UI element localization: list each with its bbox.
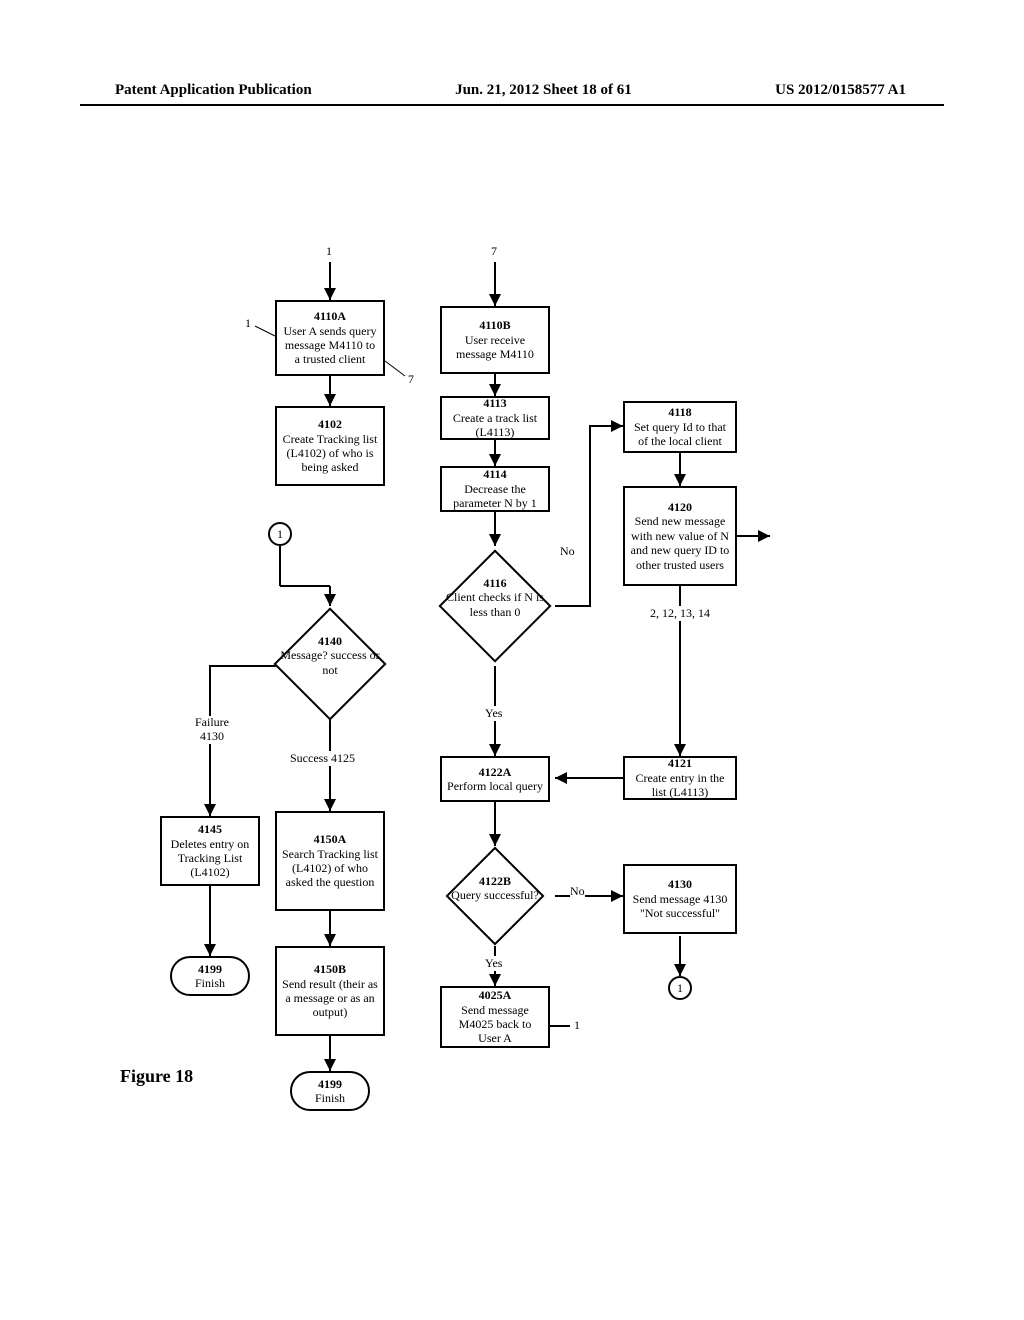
terminal-4199-left-num: 4199	[172, 962, 248, 976]
label-yes-4116: Yes	[485, 706, 502, 721]
box-4118-num: 4118	[629, 405, 731, 419]
box-4114-num: 4114	[446, 467, 544, 481]
box-4110A: 4110A User A sends query message M4110 t…	[275, 300, 385, 376]
connector-1-top: 1	[268, 522, 292, 546]
box-4118: 4118 Set query Id to that of the local c…	[623, 401, 737, 453]
box-4110B: 4110B User receive message M4110	[440, 306, 550, 374]
label-lead-1b: 1	[574, 1018, 580, 1033]
box-4110A-num: 4110A	[281, 309, 379, 323]
box-4130-text: Send message 4130 "Not successful"	[629, 892, 731, 921]
box-4114: 4114 Decrease the parameter N by 1	[440, 466, 550, 512]
box-4025A-text: Send message M4025 back to User A	[446, 1003, 544, 1046]
label-success: Success 4125	[290, 751, 355, 766]
connector-1-top-label: 1	[277, 527, 283, 542]
box-4113: 4113 Create a track list (L4113)	[440, 396, 550, 440]
box-4150A-num: 4150A	[281, 832, 379, 846]
box-4121-num: 4121	[629, 756, 731, 770]
header-left: Patent Application Publication	[115, 82, 312, 99]
box-4110A-text: User A sends query message M4110 to a tr…	[281, 324, 379, 367]
box-4113-num: 4113	[446, 396, 544, 410]
connector-1-bottom: 1	[668, 976, 692, 1000]
box-4025A-num: 4025A	[446, 988, 544, 1002]
terminal-4199-left-text: Finish	[172, 976, 248, 990]
connector-1-bottom-label: 1	[677, 981, 683, 996]
figure-label: Figure 18	[120, 1066, 193, 1087]
box-4121: 4121 Create entry in the list (L4113)	[623, 756, 737, 800]
header-right: US 2012/0158577 A1	[775, 82, 906, 99]
terminal-4199-bottom-text: Finish	[292, 1091, 368, 1105]
page-header: Patent Application Publication Jun. 21, …	[0, 82, 1024, 99]
box-4145-num: 4145	[166, 822, 254, 836]
box-4150B: 4150B Send result (their as a message or…	[275, 946, 385, 1036]
label-lead-7: 7	[408, 372, 414, 387]
box-4102-num: 4102	[281, 417, 379, 431]
box-4110B-text: User receive message M4110	[446, 333, 544, 362]
box-4145: 4145 Deletes entry on Tracking List (L41…	[160, 816, 260, 886]
box-4150A-text: Search Tracking list (L4102) of who aske…	[281, 847, 379, 890]
label-no-4116: No	[560, 544, 575, 559]
box-4118-text: Set query Id to that of the local client	[629, 420, 731, 449]
box-4150B-num: 4150B	[281, 962, 379, 976]
box-4114-text: Decrease the parameter N by 1	[446, 482, 544, 511]
label-offpage-4120: 2, 12, 13, 14	[650, 606, 710, 621]
header-rule	[80, 104, 944, 106]
label-lead-1: 1	[245, 316, 251, 331]
terminal-4199-bottom: 4199 Finish	[290, 1071, 370, 1111]
box-4145-text: Deletes entry on Tracking List (L4102)	[166, 837, 254, 880]
box-4120-text: Send new message with new value of N and…	[629, 514, 731, 572]
box-4120-num: 4120	[629, 500, 731, 514]
box-4122A-text: Perform local query	[446, 779, 544, 793]
terminal-4199-bottom-num: 4199	[292, 1077, 368, 1091]
box-4122A-num: 4122A	[446, 765, 544, 779]
box-4121-text: Create entry in the list (L4113)	[629, 771, 731, 800]
box-4130: 4130 Send message 4130 "Not successful"	[623, 864, 737, 934]
box-4150A: 4150A Search Tracking list (L4102) of wh…	[275, 811, 385, 911]
box-4130-num: 4130	[629, 877, 731, 891]
label-yes-4122B: Yes	[485, 956, 502, 971]
label-failure: Failure 4130	[182, 716, 242, 744]
box-4102-text: Create Tracking list (L4102) of who is b…	[281, 432, 379, 475]
flowchart-diagram: 1 7 4110A User A sends query message M41…	[160, 256, 880, 1126]
entry-7-label: 7	[491, 244, 497, 259]
box-4025A: 4025A Send message M4025 back to User A	[440, 986, 550, 1048]
terminal-4199-left: 4199 Finish	[170, 956, 250, 996]
box-4150B-text: Send result (their as a message or as an…	[281, 977, 379, 1020]
box-4113-text: Create a track list (L4113)	[446, 411, 544, 440]
box-4110B-num: 4110B	[446, 318, 544, 332]
box-4122A: 4122A Perform local query	[440, 756, 550, 802]
box-4102: 4102 Create Tracking list (L4102) of who…	[275, 406, 385, 486]
entry-1-label: 1	[326, 244, 332, 259]
box-4120: 4120 Send new message with new value of …	[623, 486, 737, 586]
header-center: Jun. 21, 2012 Sheet 18 of 61	[455, 82, 632, 99]
label-no-4122B: No	[570, 884, 585, 899]
